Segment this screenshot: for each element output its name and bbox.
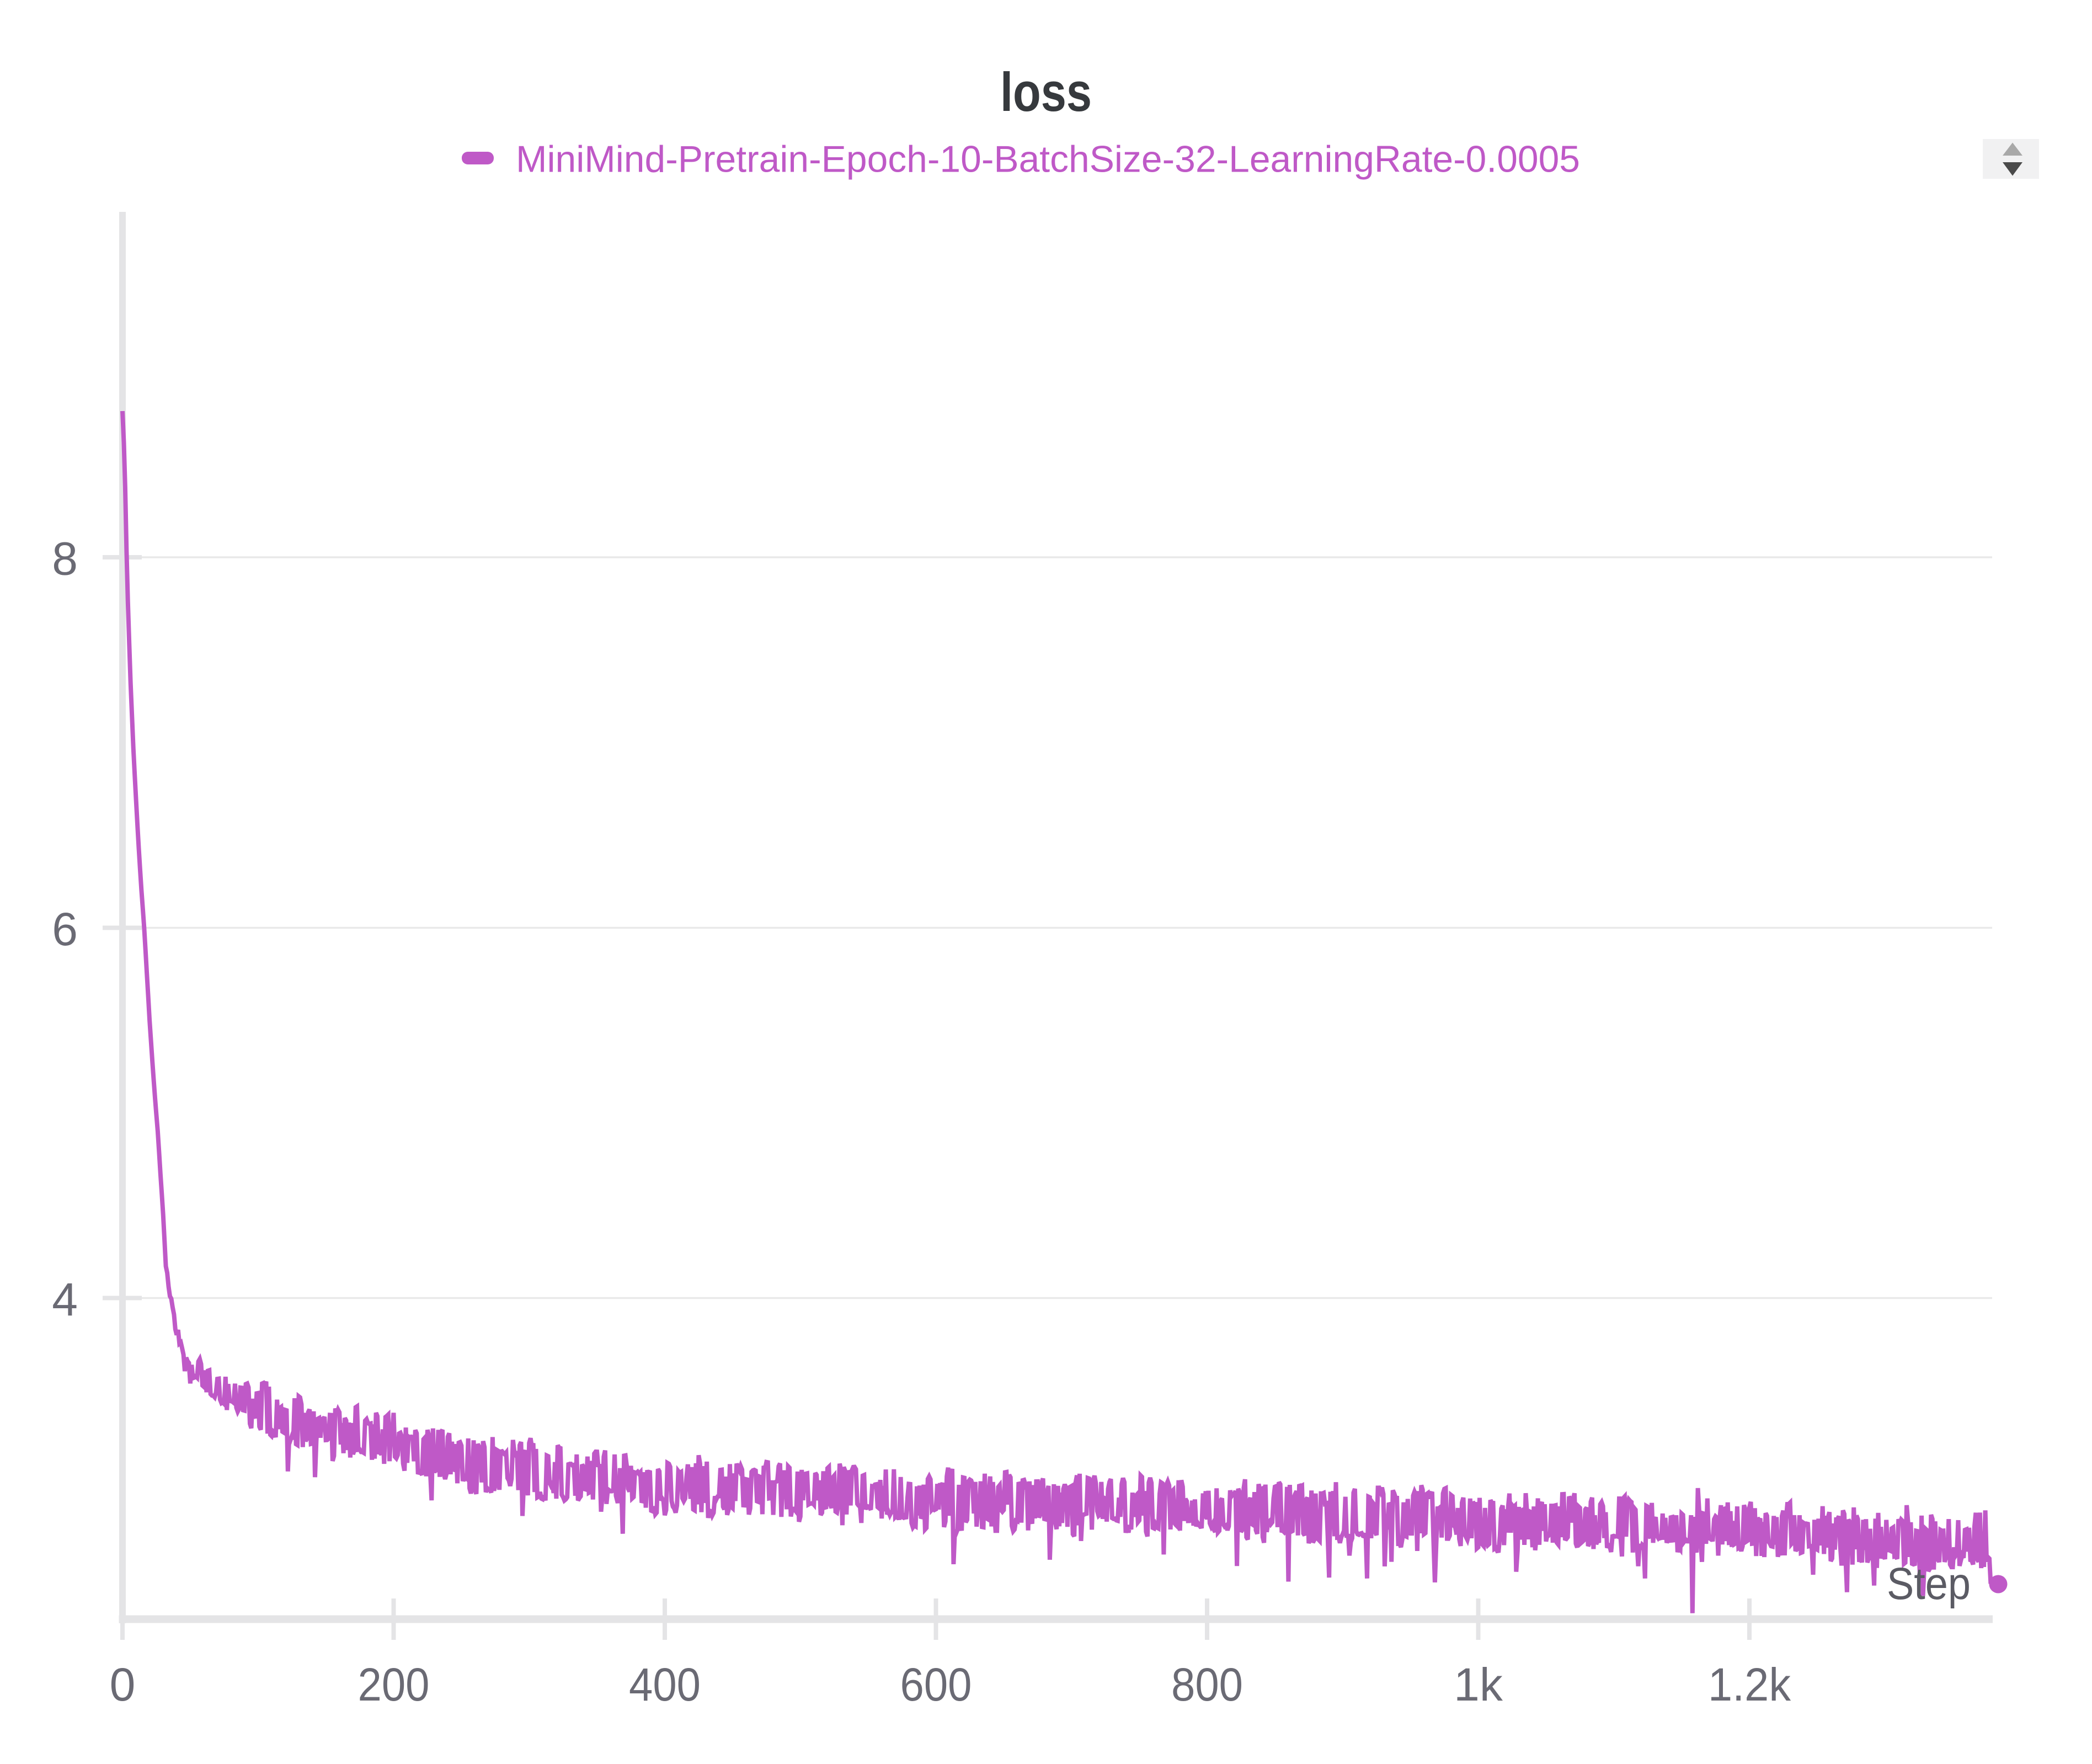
svg-text:loss: loss xyxy=(1000,61,1092,122)
svg-text:8: 8 xyxy=(52,533,78,585)
svg-text:Step: Step xyxy=(1887,1559,1971,1609)
svg-text:1k: 1k xyxy=(1454,1659,1503,1710)
svg-text:400: 400 xyxy=(629,1659,701,1710)
svg-text:4: 4 xyxy=(52,1273,78,1325)
svg-text:MiniMind-Pretrain-Epoch-10-Bat: MiniMind-Pretrain-Epoch-10-BatchSize-32-… xyxy=(516,138,1580,180)
svg-text:200: 200 xyxy=(358,1659,430,1710)
svg-text:800: 800 xyxy=(1171,1659,1243,1710)
svg-text:6: 6 xyxy=(52,903,78,955)
svg-text:0: 0 xyxy=(110,1659,136,1710)
svg-text:1.2k: 1.2k xyxy=(1708,1659,1791,1710)
svg-text:600: 600 xyxy=(900,1659,972,1710)
